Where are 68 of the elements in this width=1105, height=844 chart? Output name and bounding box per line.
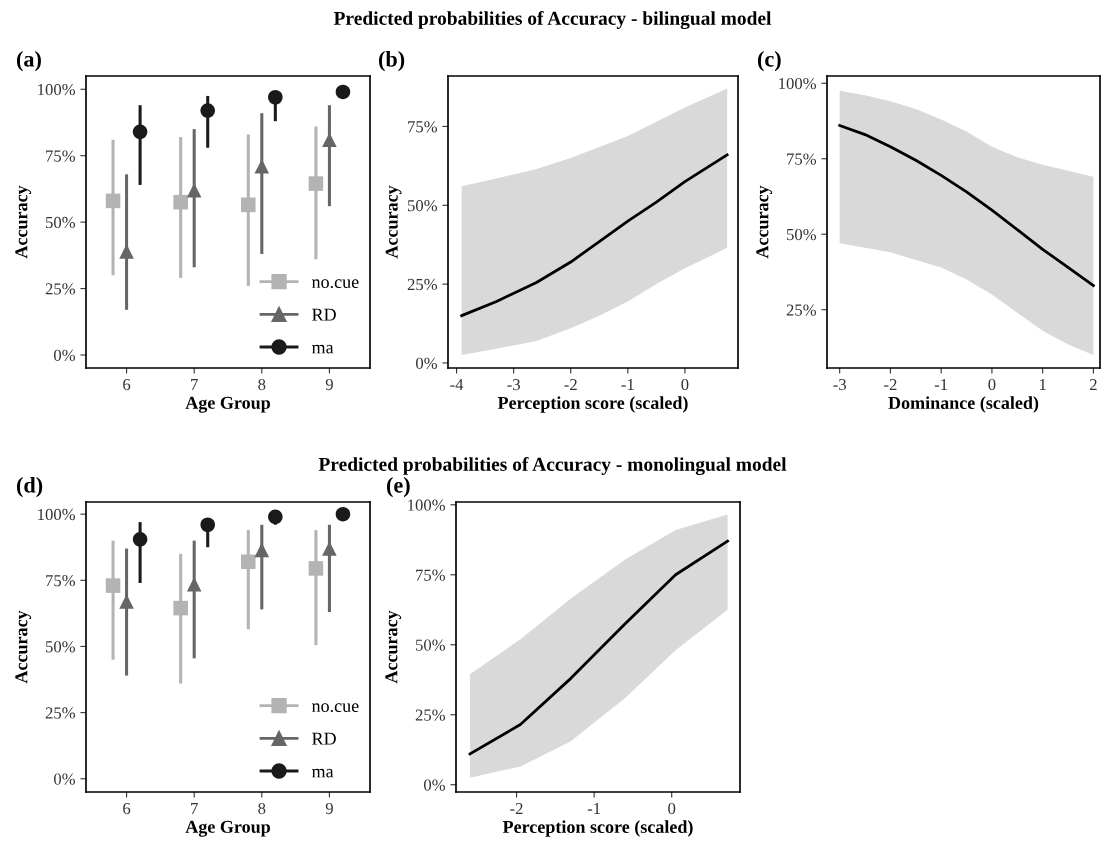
chart-title: (a) bbox=[16, 51, 41, 72]
x-tick-label: 9 bbox=[325, 378, 333, 391]
y-axis-title: Accuracy bbox=[15, 185, 32, 259]
x-tick-label: 9 bbox=[325, 802, 333, 815]
y-tick-label: 50% bbox=[46, 641, 76, 653]
y-axis-title: Accuracy bbox=[385, 610, 402, 684]
x-axis-title: Age Group bbox=[185, 820, 270, 837]
y-tick-label: 25% bbox=[415, 709, 446, 721]
x-tick-label: 6 bbox=[123, 378, 131, 391]
x-axis-title: Dominance (scaled) bbox=[888, 396, 1039, 413]
y-tick-label: 0% bbox=[54, 349, 76, 361]
y-axis-title: Accuracy bbox=[756, 185, 773, 259]
y-tick-label: 0% bbox=[54, 773, 76, 785]
x-tick-label: -4 bbox=[450, 379, 464, 390]
y-tick-label: 100% bbox=[408, 499, 446, 511]
x-tick-label: -2 bbox=[564, 378, 577, 390]
legend-label: no.cue bbox=[311, 703, 359, 713]
y-tick-label: 50% bbox=[46, 216, 76, 229]
y-axis-title: Accuracy bbox=[15, 610, 32, 684]
y-tick-label: 75% bbox=[408, 121, 438, 133]
x-tick-label: 0 bbox=[668, 802, 676, 815]
x-axis-title: Perception score (scaled) bbox=[502, 820, 693, 837]
y-tick-label: 0% bbox=[424, 779, 446, 791]
y-tick-label: 100% bbox=[38, 508, 76, 521]
legend-label: ma bbox=[311, 344, 334, 354]
y-tick-label: 100% bbox=[38, 83, 76, 96]
text: Predicted probabilities of Accuracy - monolingual model bbox=[318, 457, 787, 475]
x-tick-label: 8 bbox=[258, 802, 266, 815]
x-tick-label: 0 bbox=[988, 378, 996, 391]
y-tick-label: 0% bbox=[416, 357, 438, 369]
x-tick-label: -3 bbox=[507, 378, 520, 391]
x-tick-label: -1 bbox=[587, 802, 601, 814]
x-tick-label: 6 bbox=[123, 802, 131, 815]
legend-label: no.cue bbox=[311, 279, 359, 289]
y-tick-label: 75% bbox=[416, 569, 446, 581]
y-tick-label: 25% bbox=[407, 278, 438, 291]
x-tick-label: -1 bbox=[934, 378, 948, 390]
x-axis-title: Age Group bbox=[185, 396, 270, 413]
x-tick-label: 8 bbox=[258, 378, 266, 391]
y-tick-label: 25% bbox=[45, 283, 76, 295]
legend-label: ma bbox=[311, 768, 334, 778]
legend-label: RD bbox=[312, 308, 336, 321]
x-tick-label: 7 bbox=[191, 803, 198, 814]
x-tick-label: -2 bbox=[510, 802, 523, 814]
y-tick-label: 100% bbox=[779, 77, 817, 90]
y-tick-label: 50% bbox=[416, 639, 446, 651]
y-tick-label: 75% bbox=[787, 153, 817, 165]
y-tick-label: 50% bbox=[787, 228, 817, 241]
x-tick-label: 1 bbox=[1039, 378, 1046, 390]
y-axis-title: Accuracy bbox=[385, 185, 402, 259]
text: Predicted probabilities of Accuracy - bilingual model bbox=[333, 11, 772, 29]
x-tick-label: 0 bbox=[681, 378, 689, 391]
x-tick-label: -1 bbox=[621, 378, 634, 390]
y-tick-label: 50% bbox=[408, 199, 438, 212]
y-tick-label: 75% bbox=[46, 575, 76, 587]
x-tick-label: -3 bbox=[833, 378, 846, 391]
chart-title: (c) bbox=[757, 51, 781, 72]
y-tick-label: 25% bbox=[786, 304, 817, 316]
y-tick-label: 25% bbox=[45, 707, 76, 719]
chart-title: (e) bbox=[386, 477, 410, 498]
x-tick-label: -2 bbox=[884, 378, 897, 390]
legend-label: RD bbox=[312, 732, 336, 745]
chart-title: (d) bbox=[16, 477, 43, 498]
x-tick-label: 2 bbox=[1089, 378, 1097, 390]
x-tick-label: 7 bbox=[191, 379, 198, 390]
x-axis-title: Perception score (scaled) bbox=[497, 396, 688, 413]
y-tick-label: 75% bbox=[46, 150, 76, 162]
chart-title: (b) bbox=[378, 51, 405, 72]
